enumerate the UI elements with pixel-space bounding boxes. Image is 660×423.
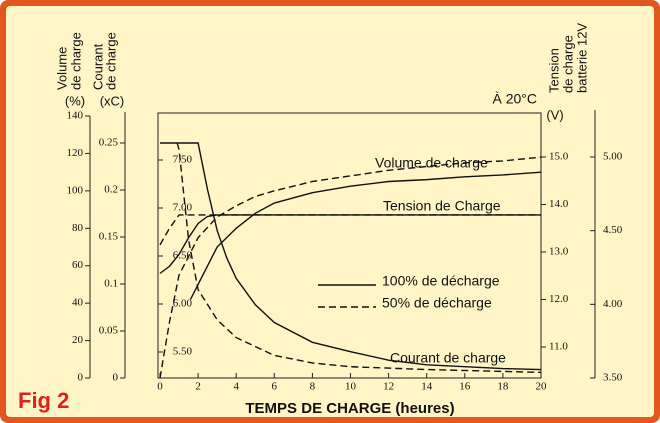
- x-tick-label: 12: [383, 381, 394, 393]
- y-tick-label: 0: [113, 372, 119, 384]
- y-tick-label: 60: [72, 259, 84, 271]
- curve: [159, 214, 541, 246]
- x-tick-label: 18: [497, 381, 509, 393]
- x-tick-label: 4: [233, 381, 239, 393]
- temperature-note: À 20°C: [492, 91, 537, 107]
- y-axis-title: batterie 12V: [574, 23, 589, 93]
- figure-label: Fig 2: [18, 388, 69, 413]
- curve: [160, 142, 542, 371]
- y-tick-label: 11.0: [549, 341, 568, 353]
- y-tick-label: 0: [78, 372, 84, 384]
- y-axis-title: Tension: [546, 48, 561, 93]
- background: [6, 6, 654, 417]
- y-axis-unit: (xC): [100, 93, 125, 108]
- y-tick-label: 7.50: [173, 154, 193, 166]
- y-tick-label: 40: [72, 297, 84, 309]
- curve-label: Volume de charge: [375, 155, 488, 171]
- legend-label: 50% de décharge: [382, 295, 492, 311]
- x-tick-label: 6: [272, 381, 278, 393]
- y-tick-label: 13.0: [549, 246, 569, 258]
- y-tick-label: 0.15: [99, 231, 119, 243]
- y-tick-label: 12.0: [549, 293, 569, 305]
- y-axis-title: de charge: [68, 32, 83, 90]
- y-tick-label: 4.00: [603, 298, 623, 310]
- y-tick-label: 14.0: [549, 198, 569, 210]
- curve: [159, 156, 542, 379]
- y-tick-label: 5.00: [603, 151, 623, 163]
- y-tick-label: 4.50: [603, 224, 623, 236]
- curve: [176, 142, 542, 374]
- y-axis-unit: (V): [546, 107, 563, 122]
- x-tick-label: 2: [195, 381, 201, 393]
- curve-label: Courant de charge: [390, 350, 506, 366]
- x-axis-title: TEMPS DE CHARGE (heures): [245, 400, 454, 417]
- y-tick-label: 6.00: [173, 298, 193, 310]
- y-tick-label: 5.50: [173, 346, 193, 358]
- y-axis-title: de charge: [103, 32, 118, 90]
- y-tick-label: 0.1: [104, 278, 118, 290]
- x-tick-label: 16: [459, 381, 471, 393]
- y-tick-label: 120: [67, 147, 84, 159]
- y-tick-label: 100: [67, 184, 84, 196]
- y-tick-label: 3.50: [603, 372, 623, 384]
- x-tick-label: 20: [536, 381, 548, 393]
- curve-label: Tension de Charge: [383, 198, 501, 214]
- x-tick-label: 8: [310, 381, 316, 393]
- y-tick-label: 80: [72, 222, 84, 234]
- y-tick-label: 7.00: [173, 202, 193, 214]
- plot-box: [157, 112, 542, 379]
- y-tick-label: 140: [67, 110, 84, 122]
- y-axis-title: de charge: [560, 35, 575, 93]
- y-tick-label: 0.05: [99, 325, 119, 337]
- x-tick-label: 0: [157, 381, 163, 393]
- y-tick-label: 20: [72, 334, 84, 346]
- y-tick-label: 15.0: [549, 151, 569, 163]
- legend-label: 100% de décharge: [382, 273, 500, 289]
- curve: [189, 171, 542, 300]
- y-axis-unit: (%): [65, 93, 85, 108]
- y-axis-title: Volume: [54, 47, 69, 90]
- x-tick-label: 10: [345, 381, 357, 393]
- y-tick-label: 0.2: [104, 184, 118, 196]
- x-tick-label: 14: [421, 381, 433, 393]
- y-tick-label: 0.25: [99, 137, 119, 149]
- y-axis-title: Courant: [90, 43, 105, 90]
